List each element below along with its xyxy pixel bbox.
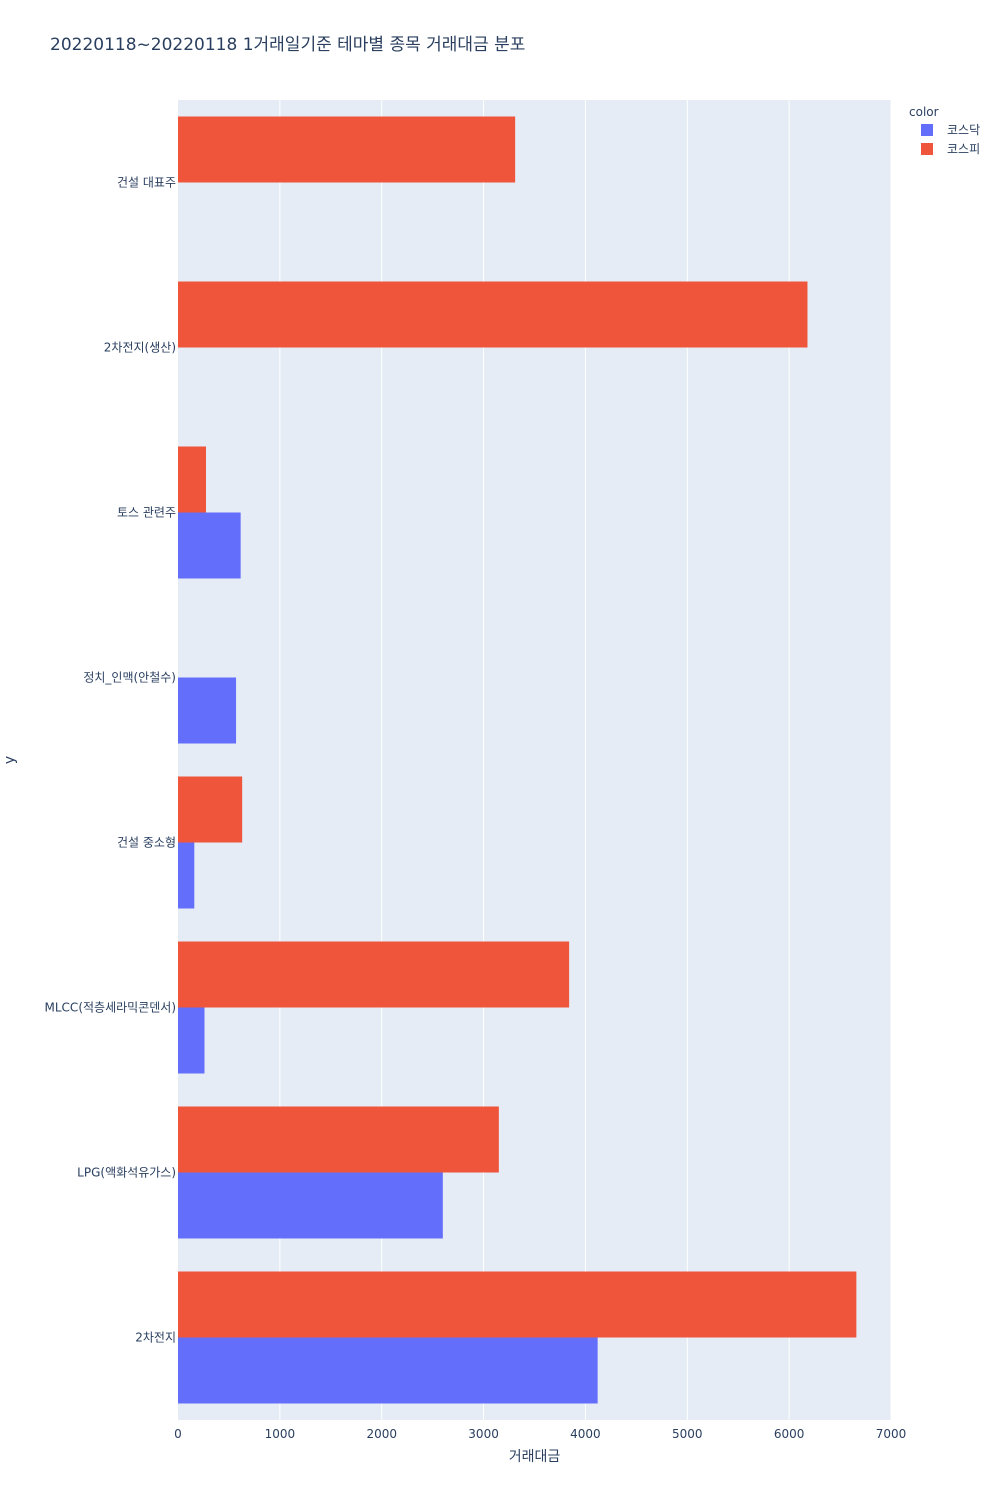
bar [178,1337,598,1404]
bar [178,1106,499,1173]
y-axis-title: y [2,756,18,764]
bar [178,1007,205,1074]
y-tick-label: 건설 중소형 [117,836,176,850]
x-axis-title: 거래대금 [509,1449,561,1465]
bar [178,446,207,513]
bar [178,677,237,744]
y-tick-label: 정치_인맥(안철수) [83,671,176,685]
y-tick-label: 토스 관련주 [117,506,176,520]
x-tick-labels: 0 1000 2000 3000 4000 5000 6000 7000 [174,1427,906,1441]
bar [178,941,570,1008]
bar [178,512,241,579]
legend-title: color [909,105,939,119]
y-tick-label: LPG(액화석유가스) [77,1166,176,1180]
x-tick-label: 6000 [774,1427,805,1441]
x-tick-label: 7000 [876,1427,907,1441]
x-tick-label: 0 [174,1427,182,1441]
y-tick-label: 건설 대표주 [117,176,176,190]
bar [178,842,195,909]
x-tick-label: 5000 [672,1427,703,1441]
y-tick-label: MLCC(적층세라믹콘덴서) [45,1001,176,1015]
bar [178,281,808,348]
y-tick-label: 2차전지(생산) [104,341,176,355]
legend-label: 코스닥 [947,123,980,137]
y-tick-label: 2차전지 [135,1331,176,1345]
legend-swatch [921,124,933,136]
bars [178,116,857,1404]
x-tick-label: 1000 [265,1427,296,1441]
bar [178,1271,857,1338]
x-tick-label: 3000 [468,1427,499,1441]
x-tick-label: 4000 [570,1427,601,1441]
chart-title: 20220118~20220118 1거래일기준 테마별 종목 거래대금 분포 [50,35,525,55]
x-tick-label: 2000 [366,1427,397,1441]
bar [178,1172,443,1239]
bar [178,776,243,843]
bar [178,116,516,183]
legend-swatch [921,143,933,155]
legend-label: 코스피 [947,142,980,156]
y-tick-labels: 2차전지 LPG(액화석유가스) MLCC(적층세라믹콘덴서) 건설 중소형 정치_인맥… [45,176,176,1345]
